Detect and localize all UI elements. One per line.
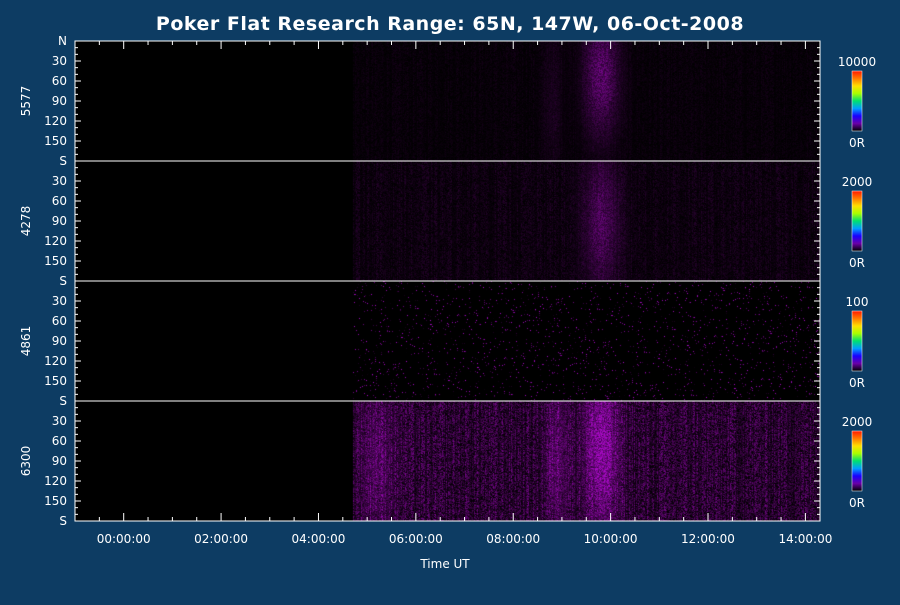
x-axis-label: Time UT	[419, 557, 470, 571]
y-tick-label: 150	[44, 134, 67, 148]
colorbar-max-label: 10000	[838, 55, 876, 69]
y-tick-label: 120	[44, 354, 67, 368]
x-tick-label: 06:00:00	[389, 532, 443, 546]
panel-label: 5577	[19, 86, 33, 117]
panel-5577: N 30 60 90 120 150 S 5577 10000 0R	[19, 34, 876, 168]
keogram-panels: N 30 60 90 120 150 S 5577 10000 0R 30 60 90 120 150 S 42…	[19, 34, 876, 528]
colorbar-5577	[851, 70, 863, 132]
x-tick-label: 00:00:00	[97, 532, 151, 546]
y-tick-label: 60	[52, 74, 67, 88]
heatmap-5577	[75, 41, 820, 161]
colorbar-max-label: 2000	[842, 415, 873, 429]
chart-title: Poker Flat Research Range: 65N, 147W, 06…	[156, 13, 744, 35]
colorbar-min-label: 0R	[849, 496, 865, 510]
y-tick-label: N	[58, 34, 67, 48]
x-tick-label: 02:00:00	[194, 532, 248, 546]
y-tick-label: S	[59, 394, 67, 408]
colorbar-6300	[851, 430, 863, 492]
y-tick-label: 120	[44, 474, 67, 488]
heatmap-4278	[75, 161, 820, 281]
y-tick-label: 150	[44, 254, 67, 268]
y-tick-label: 60	[52, 194, 67, 208]
x-tick-label: 08:00:00	[486, 532, 540, 546]
y-tick-label: 90	[52, 334, 67, 348]
x-tick-label: 04:00:00	[292, 532, 346, 546]
panel-label: 4278	[19, 206, 33, 237]
panel-label: 6300	[19, 446, 33, 477]
x-tick-label: 14:00:00	[778, 532, 832, 546]
y-tick-label: S	[59, 154, 67, 168]
colorbar-min-label: 0R	[849, 376, 865, 390]
x-tick-label: 12:00:00	[681, 532, 735, 546]
colorbar-max-label: 2000	[842, 175, 873, 189]
x-tick-label: 10:00:00	[584, 532, 638, 546]
panel-4861: 30 60 90 120 150 S 4861 100 0R	[19, 280, 869, 408]
colorbar-min-label: 0R	[849, 136, 865, 150]
y-tick-label: 30	[52, 414, 67, 428]
y-tick-label: 30	[52, 294, 67, 308]
y-tick-label: 150	[44, 494, 67, 508]
panel-label: 4861	[19, 326, 33, 357]
panel-4278: 30 60 90 120 150 S 4278 2000 0R	[19, 160, 873, 288]
y-tick-label: 90	[52, 454, 67, 468]
y-tick-label: 150	[44, 374, 67, 388]
y-tick-label: 30	[52, 174, 67, 188]
colorbar-max-label: 100	[846, 295, 869, 309]
y-tick-label: 120	[44, 114, 67, 128]
y-tick-label: 60	[52, 434, 67, 448]
colorbar-min-label: 0R	[849, 256, 865, 270]
colorbar-4861	[851, 310, 863, 372]
y-tick-label: 90	[52, 94, 67, 108]
y-tick-label: 90	[52, 214, 67, 228]
heatmap-6300	[75, 401, 820, 521]
y-tick-label: S	[59, 514, 67, 528]
heatmap-4861	[75, 281, 820, 401]
y-tick-label: S	[59, 274, 67, 288]
y-tick-label: 120	[44, 234, 67, 248]
colorbar-4278	[851, 190, 863, 252]
panel-6300: 30 60 90 120 150 S 6300 2000 0R	[19, 400, 873, 528]
x-axis: 00:00:00 02:00:00 04:00:00 06:00:00 08:00:00…	[97, 41, 832, 546]
y-tick-label: 30	[52, 54, 67, 68]
y-tick-label: 60	[52, 314, 67, 328]
